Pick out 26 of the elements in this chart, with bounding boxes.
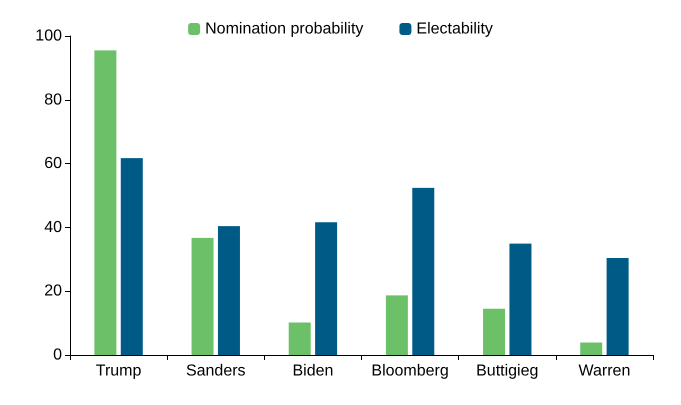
- y-tick-label: 80: [44, 91, 62, 108]
- legend-label: Electability: [416, 20, 493, 38]
- bar: [606, 258, 629, 355]
- bar: [288, 322, 311, 355]
- y-tick-label: 40: [44, 218, 62, 236]
- bar: [218, 226, 240, 355]
- legend-label: Nomination probability: [205, 20, 364, 38]
- bar: [120, 158, 143, 355]
- bar: [386, 295, 408, 355]
- x-tick-label: Trump: [96, 362, 142, 380]
- y-tick-label: 0: [53, 346, 62, 364]
- y-tick-label: 20: [44, 282, 62, 300]
- x-tick-label: Biden: [292, 362, 334, 380]
- bar: [94, 50, 116, 355]
- y-tick-label: 100: [35, 28, 62, 44]
- bar: [192, 238, 214, 355]
- x-tick-label: Sanders: [186, 362, 246, 380]
- bar: [580, 342, 602, 355]
- bar: [315, 222, 338, 355]
- x-tick-label: Buttigieg: [476, 362, 538, 380]
- bar: [483, 308, 506, 355]
- x-tick-label: Bloomberg: [371, 362, 449, 380]
- bar: [412, 188, 434, 355]
- y-tick-label: 60: [44, 155, 62, 172]
- x-tick-label: Warren: [578, 362, 630, 380]
- bar: [509, 244, 532, 355]
